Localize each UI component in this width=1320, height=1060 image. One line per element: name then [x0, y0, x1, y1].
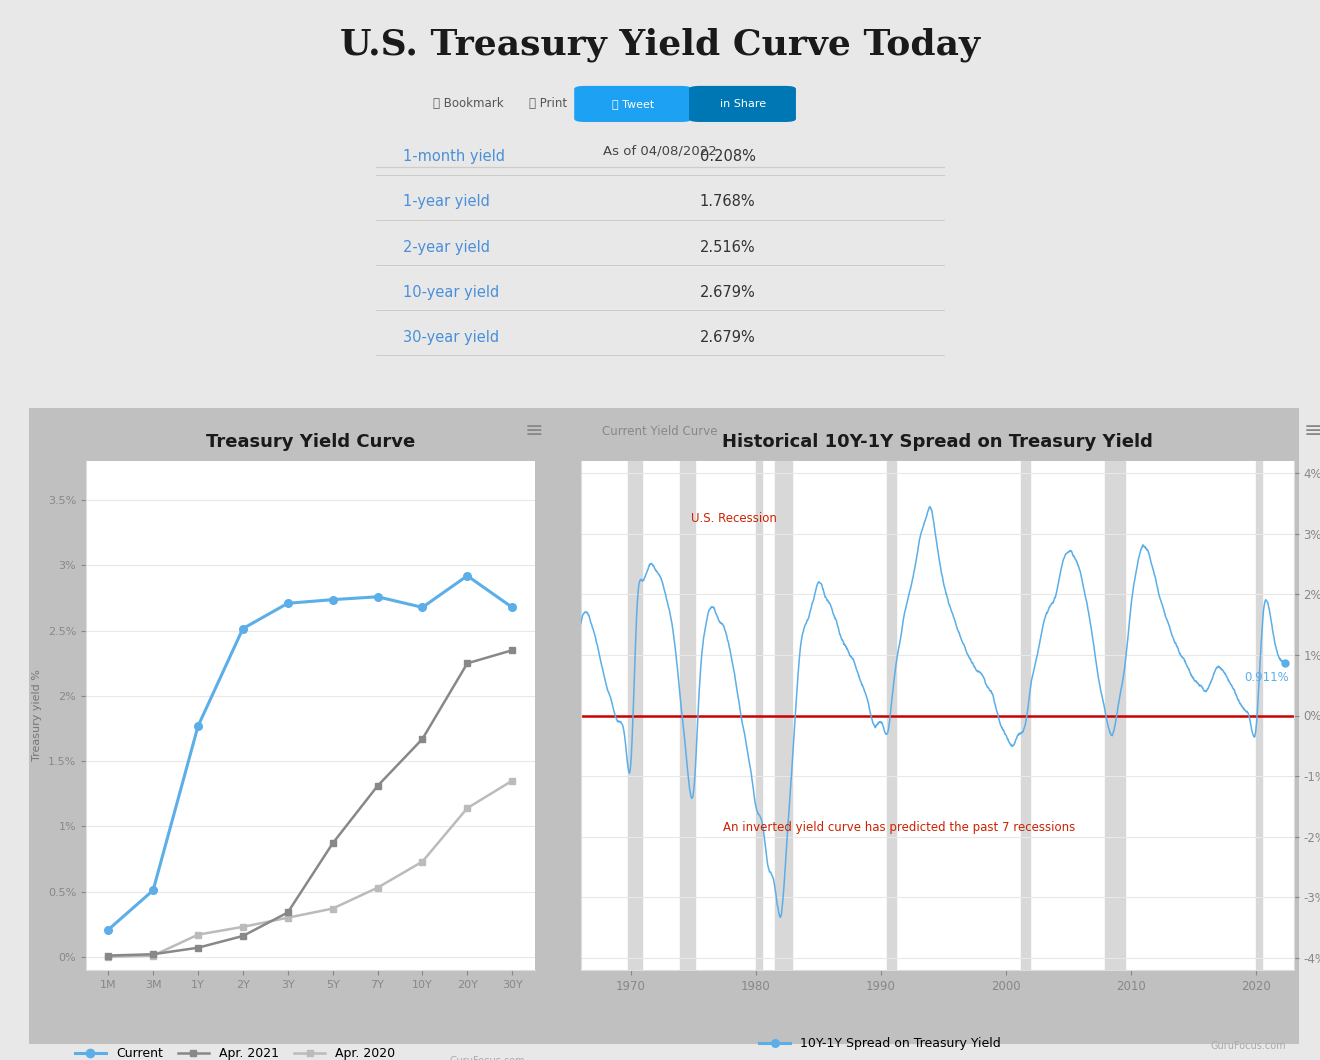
Bar	[1105, 461, 1125, 970]
FancyBboxPatch shape	[574, 86, 692, 122]
Bar	[887, 461, 895, 970]
Text: 🖨 Print: 🖨 Print	[529, 98, 566, 110]
Text: 2.679%: 2.679%	[700, 330, 755, 345]
Text: 1-month yield: 1-month yield	[403, 149, 504, 164]
Y-axis label: Treasury yield %: Treasury yield %	[32, 670, 42, 761]
Bar	[680, 461, 696, 970]
Title: Historical 10Y-1Y Spread on Treasury Yield: Historical 10Y-1Y Spread on Treasury Yie…	[722, 434, 1152, 452]
Text: GuruFocus.com: GuruFocus.com	[450, 1057, 525, 1060]
Title: Treasury Yield Curve: Treasury Yield Curve	[206, 434, 414, 452]
Legend: Current, Apr. 2021, Apr. 2020: Current, Apr. 2021, Apr. 2020	[70, 1042, 400, 1060]
Text: 🐦 Tweet: 🐦 Tweet	[612, 99, 655, 109]
Text: GuruFocus.com: GuruFocus.com	[1210, 1041, 1287, 1052]
Text: 10-year yield: 10-year yield	[403, 285, 499, 300]
Text: Current Yield Curve: Current Yield Curve	[602, 425, 718, 438]
Text: An inverted yield curve has predicted the past 7 recessions: An inverted yield curve has predicted th…	[723, 820, 1076, 834]
Legend: 10Y-1Y Spread on Treasury Yield: 10Y-1Y Spread on Treasury Yield	[754, 1032, 1006, 1056]
Text: 1-year yield: 1-year yield	[403, 194, 490, 210]
Text: 1.768%: 1.768%	[700, 194, 755, 210]
Bar	[756, 461, 762, 970]
Text: U.S. Treasury Yield Curve Today: U.S. Treasury Yield Curve Today	[341, 28, 979, 61]
Text: 2.516%: 2.516%	[700, 240, 755, 254]
Text: 2-year yield: 2-year yield	[403, 240, 490, 254]
Text: 0.208%: 0.208%	[700, 149, 755, 164]
Bar	[628, 461, 643, 970]
Text: ≡: ≡	[1303, 421, 1320, 441]
Text: 2.679%: 2.679%	[700, 285, 755, 300]
FancyBboxPatch shape	[689, 86, 796, 122]
Text: in Share: in Share	[721, 99, 766, 109]
Text: U.S. Recession: U.S. Recession	[692, 512, 777, 525]
Text: ≡: ≡	[525, 421, 544, 441]
Bar	[775, 461, 792, 970]
Bar	[1257, 461, 1262, 970]
Text: As of 04/08/2022: As of 04/08/2022	[603, 144, 717, 158]
Text: 30-year yield: 30-year yield	[403, 330, 499, 345]
Bar	[1020, 461, 1030, 970]
Text: 0.911%: 0.911%	[1245, 671, 1290, 684]
Text: 🔖 Bookmark: 🔖 Bookmark	[433, 98, 504, 110]
